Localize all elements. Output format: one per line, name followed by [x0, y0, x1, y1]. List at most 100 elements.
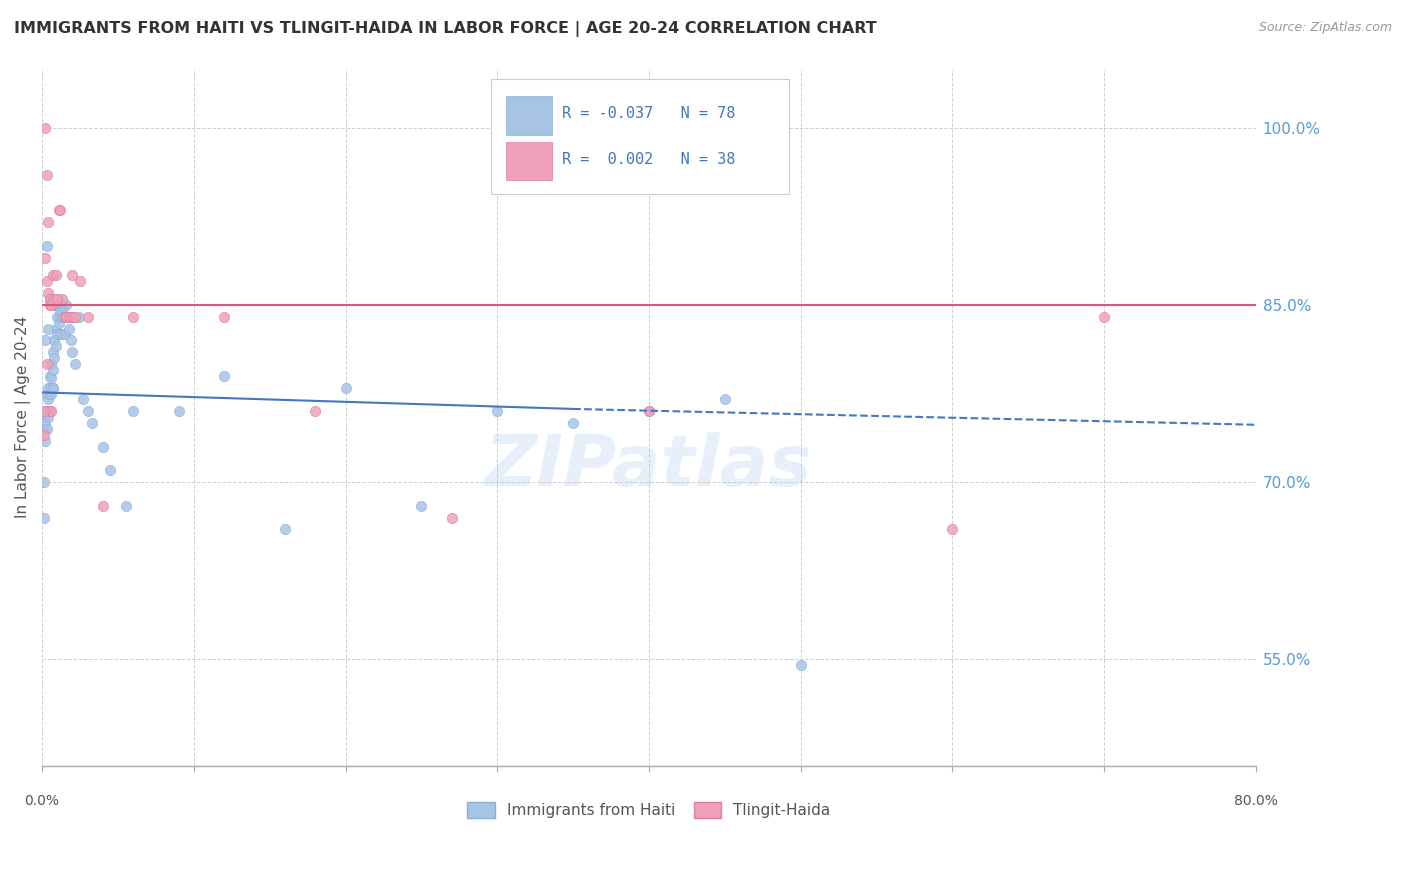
Point: [35, 274, 58, 288]
FancyBboxPatch shape: [506, 96, 551, 135]
Text: R =  0.002   N = 38: R = 0.002 N = 38: [561, 152, 735, 167]
FancyBboxPatch shape: [506, 142, 551, 180]
Point: [48, 203, 70, 218]
Point: [35, 357, 58, 371]
Point: [58, 310, 80, 324]
Point: [39, 371, 62, 385]
Point: [82, 416, 104, 430]
Point: [53, 327, 76, 342]
Point: [122, 404, 145, 418]
Point: [51, 292, 73, 306]
Point: [32, 510, 55, 524]
Point: [38, 404, 60, 418]
Y-axis label: In Labor Force | Age 20-24: In Labor Force | Age 20-24: [15, 316, 31, 518]
Point: [35, 404, 58, 418]
Point: [45, 339, 67, 353]
Point: [52, 310, 75, 324]
Point: [100, 463, 122, 477]
Point: [44, 292, 66, 306]
Point: [42, 345, 65, 359]
Point: [34, 120, 56, 135]
Point: [638, 404, 661, 418]
Point: [32, 475, 55, 490]
Point: [48, 316, 70, 330]
Point: [42, 363, 65, 377]
Point: [69, 274, 91, 288]
Point: [440, 510, 463, 524]
Point: [53, 310, 76, 324]
Text: 80.0%: 80.0%: [1234, 794, 1278, 808]
Point: [46, 292, 69, 306]
Point: [38, 386, 60, 401]
Point: [34, 334, 56, 348]
Point: [122, 310, 145, 324]
Point: [42, 381, 65, 395]
Point: [39, 357, 62, 371]
Point: [37, 286, 59, 301]
Point: [212, 368, 235, 383]
Point: [48, 298, 70, 312]
Text: R = -0.037   N = 78: R = -0.037 N = 78: [561, 106, 735, 121]
Text: ZIPatlas: ZIPatlas: [485, 432, 813, 500]
Point: [65, 310, 87, 324]
FancyBboxPatch shape: [491, 79, 789, 194]
Point: [49, 303, 72, 318]
Point: [35, 168, 58, 182]
Point: [55, 310, 77, 324]
Point: [39, 386, 62, 401]
Point: [62, 345, 84, 359]
Point: [713, 392, 735, 407]
Point: [72, 392, 94, 407]
Point: [789, 658, 811, 673]
Point: [45, 298, 67, 312]
Point: [34, 404, 56, 418]
Point: [44, 351, 66, 365]
Point: [51, 303, 73, 318]
Point: [304, 404, 326, 418]
Point: [39, 381, 62, 395]
Point: [34, 434, 56, 448]
Text: 0.0%: 0.0%: [25, 794, 59, 808]
Point: [46, 298, 69, 312]
Point: [212, 310, 235, 324]
Point: [59, 334, 82, 348]
Point: [91, 440, 114, 454]
Point: [35, 422, 58, 436]
Point: [167, 404, 190, 418]
Point: [34, 416, 56, 430]
Point: [941, 523, 963, 537]
Point: [76, 310, 98, 324]
Point: [58, 321, 80, 335]
Point: [55, 298, 77, 312]
Point: [76, 404, 98, 418]
Point: [335, 381, 357, 395]
Point: [32, 422, 55, 436]
Point: [58, 310, 80, 324]
Point: [53, 310, 76, 324]
Point: [114, 499, 136, 513]
Point: [35, 386, 58, 401]
Point: [638, 404, 661, 418]
Point: [274, 523, 297, 537]
Point: [38, 404, 60, 418]
Point: [38, 298, 60, 312]
Point: [38, 292, 60, 306]
Point: [91, 499, 114, 513]
Point: [411, 499, 433, 513]
Point: [1092, 310, 1115, 324]
Point: [39, 298, 62, 312]
Text: IMMIGRANTS FROM HAITI VS TLINGIT-HAIDA IN LABOR FORCE | AGE 20-24 CORRELATION CH: IMMIGRANTS FROM HAITI VS TLINGIT-HAIDA I…: [14, 21, 877, 37]
Point: [55, 310, 77, 324]
Point: [49, 310, 72, 324]
Point: [51, 310, 73, 324]
Point: [44, 298, 66, 312]
Point: [32, 428, 55, 442]
Point: [32, 404, 55, 418]
Point: [37, 381, 59, 395]
Point: [37, 321, 59, 335]
Point: [562, 416, 585, 430]
Point: [45, 268, 67, 283]
Point: [42, 268, 65, 283]
Point: [42, 381, 65, 395]
Point: [486, 404, 509, 418]
